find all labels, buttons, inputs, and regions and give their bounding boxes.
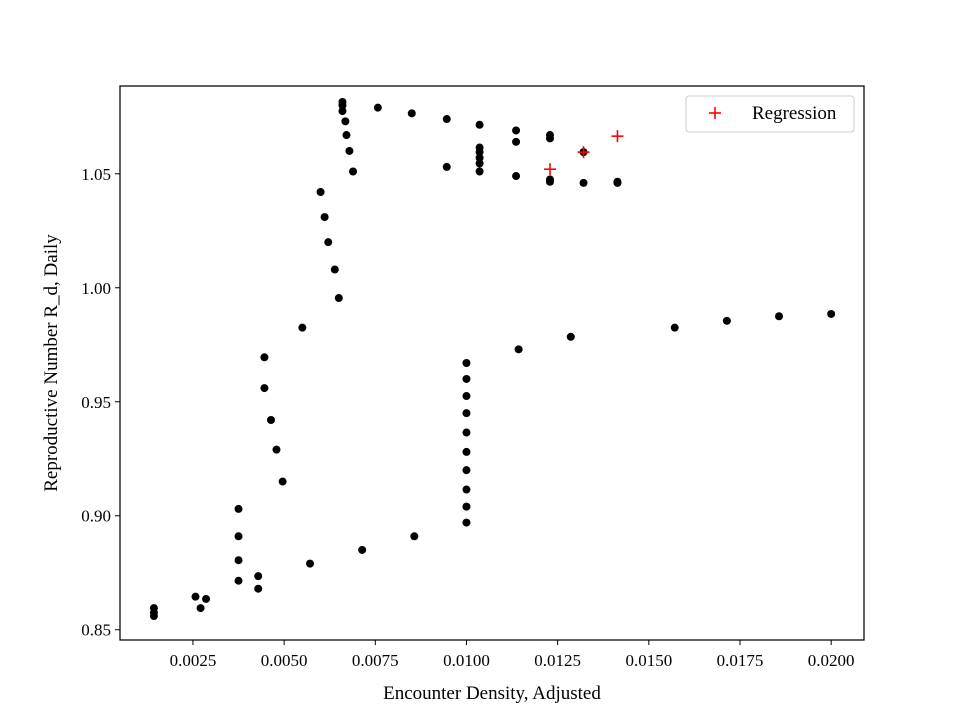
data-point [266, 415, 275, 424]
legend: Regression [685, 95, 855, 133]
data-point [330, 265, 339, 274]
data-point [512, 126, 521, 135]
data-point [316, 188, 325, 197]
data-point [545, 134, 554, 143]
data-point [410, 532, 419, 541]
data-point [579, 178, 588, 187]
data-point [827, 309, 836, 318]
data-point [149, 612, 158, 621]
y-tick-label: 0.90 [81, 507, 111, 526]
data-point [234, 532, 243, 541]
data-point [260, 353, 269, 362]
data-point [338, 101, 347, 110]
data-point [272, 445, 281, 454]
data-point [341, 117, 350, 126]
data-point [512, 172, 521, 181]
y-tick-label: 1.00 [81, 279, 111, 298]
x-tick-label: 0.0075 [352, 651, 399, 670]
data-point [324, 238, 333, 247]
data-point [191, 592, 200, 601]
data-point [298, 323, 307, 332]
data-point [566, 332, 575, 341]
data-point [512, 137, 521, 146]
data-point [442, 115, 451, 124]
data-point [462, 485, 471, 494]
data-point [475, 153, 484, 162]
data-point [775, 312, 784, 321]
data-point [722, 316, 731, 325]
x-tick-label: 0.0125 [534, 651, 581, 670]
data-point [475, 159, 484, 168]
data-point [196, 604, 205, 613]
x-axis-label: Encounter Density, Adjusted [383, 683, 601, 704]
data-point [349, 167, 358, 176]
y-tick-label: 1.05 [81, 165, 111, 184]
data-point [306, 559, 315, 568]
legend-label-regression: Regression [752, 103, 837, 124]
legend-box [685, 95, 855, 133]
data-point [475, 120, 484, 129]
data-point [475, 167, 484, 176]
data-point [254, 584, 263, 593]
data-point [462, 359, 471, 367]
regression-point [543, 163, 556, 176]
y-tick-label: 0.95 [81, 393, 111, 412]
data-point [260, 384, 269, 393]
data-points [149, 97, 836, 621]
data-point [320, 213, 329, 222]
data-point [234, 576, 243, 585]
x-tick-label: 0.0050 [261, 651, 308, 670]
x-tick-label: 0.0100 [443, 651, 490, 670]
data-point [545, 177, 554, 186]
data-point [407, 109, 416, 118]
regression-point [611, 130, 624, 143]
data-point [234, 556, 243, 565]
data-point [338, 107, 347, 116]
data-point [475, 148, 484, 157]
data-point [462, 502, 471, 511]
plot-frame [119, 85, 865, 641]
y-tick-label: 0.85 [81, 621, 111, 640]
x-tick-label: 0.0025 [170, 651, 217, 670]
legend-plus-marker [709, 107, 721, 119]
x-tick-label: 0.0175 [717, 651, 764, 670]
data-point [462, 392, 471, 401]
data-point [462, 374, 471, 383]
data-point [462, 466, 471, 475]
data-point [358, 545, 367, 554]
x-tick-label: 0.0200 [808, 651, 855, 670]
data-point [342, 131, 351, 140]
data-point [254, 572, 263, 581]
data-point [373, 103, 382, 112]
data-point [442, 162, 451, 171]
data-point [234, 504, 243, 513]
data-point [202, 594, 211, 603]
data-point [462, 518, 471, 527]
data-point [334, 294, 343, 303]
axis-ticks: 0.0025 0.0050 0.0075 0.0100 0.0125 0.0150 0.01… [81, 165, 854, 670]
data-point [462, 447, 471, 456]
data-point [462, 409, 471, 418]
y-axis-label: Reproductive Number R_d, Daily [41, 234, 62, 492]
data-point [670, 323, 679, 332]
data-point [345, 146, 354, 155]
data-point [278, 477, 287, 486]
data-point [514, 345, 523, 354]
x-tick-label: 0.0150 [625, 651, 672, 670]
data-point [462, 428, 471, 437]
data-point [613, 178, 622, 187]
legend-marker-glyph [709, 107, 721, 119]
regression-point [577, 146, 590, 159]
